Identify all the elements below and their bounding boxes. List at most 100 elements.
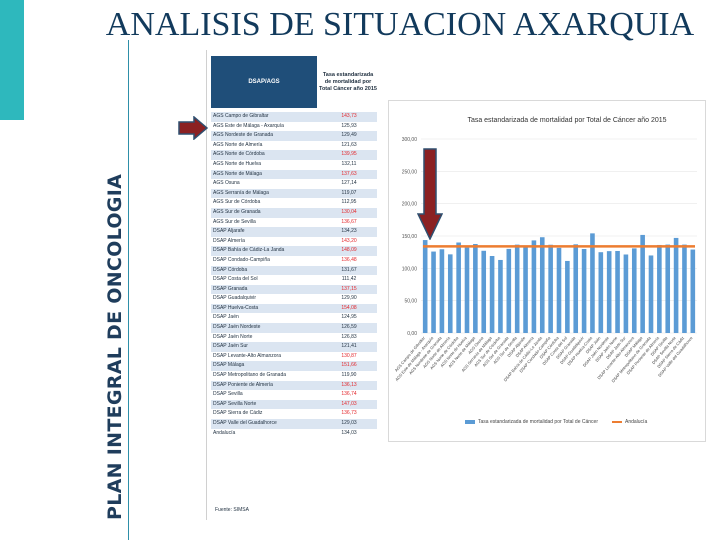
table-cell-value: 119,07 (341, 189, 357, 196)
table-cell-value: 148,09 (341, 247, 357, 254)
table-cell-value: 127,14 (341, 180, 357, 187)
table-cell-value: 136,67 (341, 218, 357, 225)
table-row: DSAP Córdoba 131,67 (211, 265, 377, 276)
table-cell-value: 136,48 (341, 256, 357, 263)
table-row: DSAP Condado-Campiña 136,48 (211, 255, 377, 266)
table-cell-value: 129,90 (341, 295, 357, 302)
bar (665, 244, 671, 333)
table-row: AGS Sur de Sevilla 136,67 (211, 217, 377, 228)
y-tick-label: 150,00 (402, 234, 418, 240)
table-cell-name: DSAP Sierra de Cádiz (213, 410, 263, 417)
bar (556, 247, 562, 333)
table-cell-value: 121,41 (341, 343, 357, 350)
bar (623, 254, 629, 333)
table-cell-value: 130,87 (341, 352, 357, 359)
bar (598, 252, 604, 333)
table-cell-name: AGS Norte de Almería (213, 141, 263, 148)
table-row: DSAP Poniente de Almería 136,13 (211, 380, 377, 391)
table-cell-name: AGS Sur de Granada (213, 208, 261, 215)
table-row: AGS Sur de Granada 130,04 (211, 207, 377, 218)
bar (615, 250, 620, 333)
side-divider (128, 40, 129, 540)
table-cell-name: DSAP Almería (213, 237, 245, 244)
table-cell-name: AGS Norte de Málaga (213, 170, 262, 177)
table-cell-name: DSAP Jaén Norte (213, 333, 253, 340)
table-cell-value: 131,67 (341, 266, 357, 273)
table-row: DSAP Sevilla Norte 147,03 (211, 399, 377, 410)
table-row: AGS Nordeste de Granada 129,49 (211, 131, 377, 141)
table-cell-name: AGS Sur de Sevilla (213, 218, 256, 225)
bar (673, 237, 679, 333)
table-row: DSAP Jaén Norte 126,83 (211, 332, 377, 343)
table-cell-name: DSAP Bahía de Cádiz-La Janda (213, 247, 285, 254)
table-row: DSAP Granada 137,15 (211, 284, 377, 295)
bar (431, 251, 436, 333)
chart-title: Tasa estandarizada de mortalidad por Tot… (467, 117, 667, 124)
chart-legend: Tasa estandarizada de mortalidad por Tot… (465, 419, 647, 425)
table-cell-value: 129,49 (341, 132, 357, 139)
bar (473, 243, 478, 333)
table-row: DSAP Valle del Guadalhorce 129,03 (211, 419, 377, 429)
table-cell-value: 121,63 (341, 141, 357, 148)
y-tick-label: 0,00 (407, 331, 417, 337)
table-cell-value: 124,95 (341, 314, 357, 321)
legend-swatch-bars (465, 420, 475, 424)
table-cell-name: Andalucía (213, 429, 236, 436)
bar (573, 244, 579, 333)
y-tick-label: 250,00 (402, 169, 418, 175)
down-arrow-icon (417, 148, 443, 240)
table-cell-value: 134,23 (341, 228, 357, 235)
table-row: DSAP Jaén Sur 121,41 (211, 342, 377, 352)
side-title: PLAN INTEGRAL DE ONCOLOGIA (104, 173, 126, 520)
table-cell-value: 143,20 (341, 237, 357, 244)
bar (481, 250, 487, 333)
bar (631, 248, 637, 333)
table-cell-name: DSAP Guadalquivir (213, 295, 256, 302)
legend-label-bars: Tasa estandarizada de mortalidad por Tot… (478, 419, 598, 425)
table-cell-name: DSAP Costa del Sol (213, 276, 258, 283)
table-cell-value: 119,90 (341, 372, 357, 379)
bar (590, 233, 595, 333)
table-cell-name: DSAP Sevilla Norte (213, 400, 257, 407)
table-cell-name: DSAP Levante-Alto Almanzora (213, 352, 282, 359)
table-cell-value: 137,15 (341, 285, 357, 292)
y-tick-label: 200,00 (402, 202, 418, 208)
table-cell-name: AGS Sur de Córdoba (213, 199, 261, 206)
table-cell-name: DSAP Aljarafe (213, 228, 245, 235)
bar (464, 247, 470, 333)
table-row: AGS Osuna 127,14 (211, 179, 377, 189)
table-cell-name: DSAP Jaén Nordeste (213, 324, 261, 331)
legend-swatch-line (611, 421, 622, 423)
table-cell-name: DSAP Jaén Sur (213, 343, 248, 350)
bar (506, 248, 512, 333)
table-row: DSAP Costa del Sol 111,42 (211, 275, 377, 285)
table-cell-name: DSAP Poniente de Almería (213, 381, 273, 388)
slide-title: ANALISIS DE SITUACION AXARQUIA (105, 6, 695, 43)
table-row: DSAP Bahía de Cádiz-La Janda 148,09 (211, 246, 377, 256)
table-cell-value: 137,63 (341, 170, 357, 177)
bar (439, 249, 445, 333)
legend-item-line: Andalucía (611, 419, 647, 425)
bar (690, 249, 696, 333)
table-cell-name: DSAP Córdoba (213, 266, 248, 273)
bar (581, 248, 587, 333)
bar (606, 251, 612, 333)
table-cell-value: 111,42 (341, 276, 357, 283)
table-row: DSAP Jaén 124,95 (211, 313, 377, 324)
bar (498, 259, 503, 333)
table-cell-value: 154,08 (341, 304, 357, 311)
table-cell-name: DSAP Sevilla (213, 391, 243, 398)
table-cell-name: AGS Campo de Gibraltar (213, 113, 269, 119)
table-cell-name: AGS Norte de Huelva (213, 160, 262, 167)
bar (422, 240, 428, 333)
table-row: AGS Norte de Almería 121,63 (211, 140, 377, 151)
table-cell-value: 125,93 (341, 122, 357, 129)
table-cell-value: 139,95 (341, 151, 357, 158)
y-tick-label: 100,00 (402, 266, 418, 272)
table-row: AGS Norte de Málaga 137,63 (211, 169, 377, 180)
bar (447, 254, 453, 333)
table-cell-name: DSAP Granada (213, 285, 248, 292)
table-cell-value: 151,66 (341, 362, 357, 369)
table-row: DSAP Metropolitano de Granada 119,90 (211, 371, 377, 381)
table-cell-value: 136,13 (341, 381, 357, 388)
